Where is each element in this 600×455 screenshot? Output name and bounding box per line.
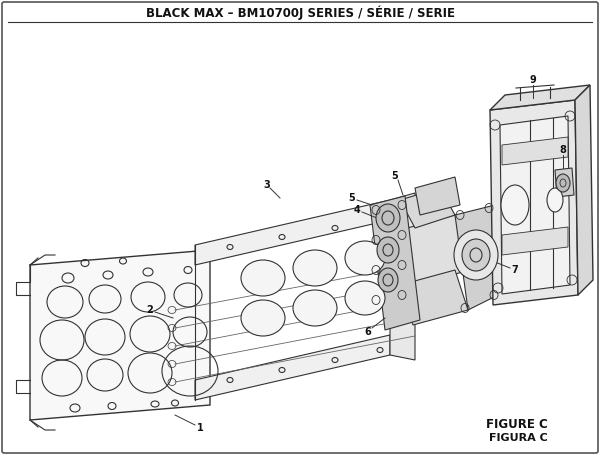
Polygon shape xyxy=(415,177,460,215)
Polygon shape xyxy=(370,196,420,330)
Polygon shape xyxy=(455,205,498,310)
Ellipse shape xyxy=(547,188,563,212)
Ellipse shape xyxy=(241,300,285,336)
Ellipse shape xyxy=(345,281,385,315)
Ellipse shape xyxy=(293,250,337,286)
Text: 9: 9 xyxy=(530,75,536,85)
Text: 3: 3 xyxy=(263,180,271,190)
Polygon shape xyxy=(400,188,455,228)
Polygon shape xyxy=(400,270,468,325)
Ellipse shape xyxy=(462,239,490,271)
Polygon shape xyxy=(195,200,390,265)
Ellipse shape xyxy=(556,174,570,192)
Ellipse shape xyxy=(293,290,337,326)
Polygon shape xyxy=(390,193,415,360)
Text: 5: 5 xyxy=(392,171,398,181)
Polygon shape xyxy=(502,137,568,165)
Polygon shape xyxy=(502,227,568,255)
Polygon shape xyxy=(500,116,570,294)
Ellipse shape xyxy=(377,237,399,263)
Text: FIGURE C: FIGURE C xyxy=(486,419,548,431)
Polygon shape xyxy=(195,335,390,400)
Polygon shape xyxy=(490,100,578,305)
Ellipse shape xyxy=(376,204,400,232)
Text: FIGURA C: FIGURA C xyxy=(489,433,548,443)
Text: 2: 2 xyxy=(146,305,154,315)
Ellipse shape xyxy=(454,230,498,280)
Polygon shape xyxy=(30,250,210,420)
Text: 6: 6 xyxy=(365,327,371,337)
Text: BLACK MAX – BM10700J SERIES / SÉRIE / SERIE: BLACK MAX – BM10700J SERIES / SÉRIE / SE… xyxy=(146,6,455,20)
Polygon shape xyxy=(575,85,593,295)
Ellipse shape xyxy=(345,241,385,275)
Polygon shape xyxy=(555,168,574,197)
Text: 1: 1 xyxy=(197,423,203,433)
Text: 8: 8 xyxy=(560,145,566,155)
Text: 7: 7 xyxy=(512,265,518,275)
Ellipse shape xyxy=(378,268,398,292)
Ellipse shape xyxy=(501,185,529,225)
Polygon shape xyxy=(490,85,590,110)
Text: 5: 5 xyxy=(349,193,355,203)
Ellipse shape xyxy=(241,260,285,296)
Polygon shape xyxy=(400,215,470,285)
Text: 4: 4 xyxy=(353,205,361,215)
